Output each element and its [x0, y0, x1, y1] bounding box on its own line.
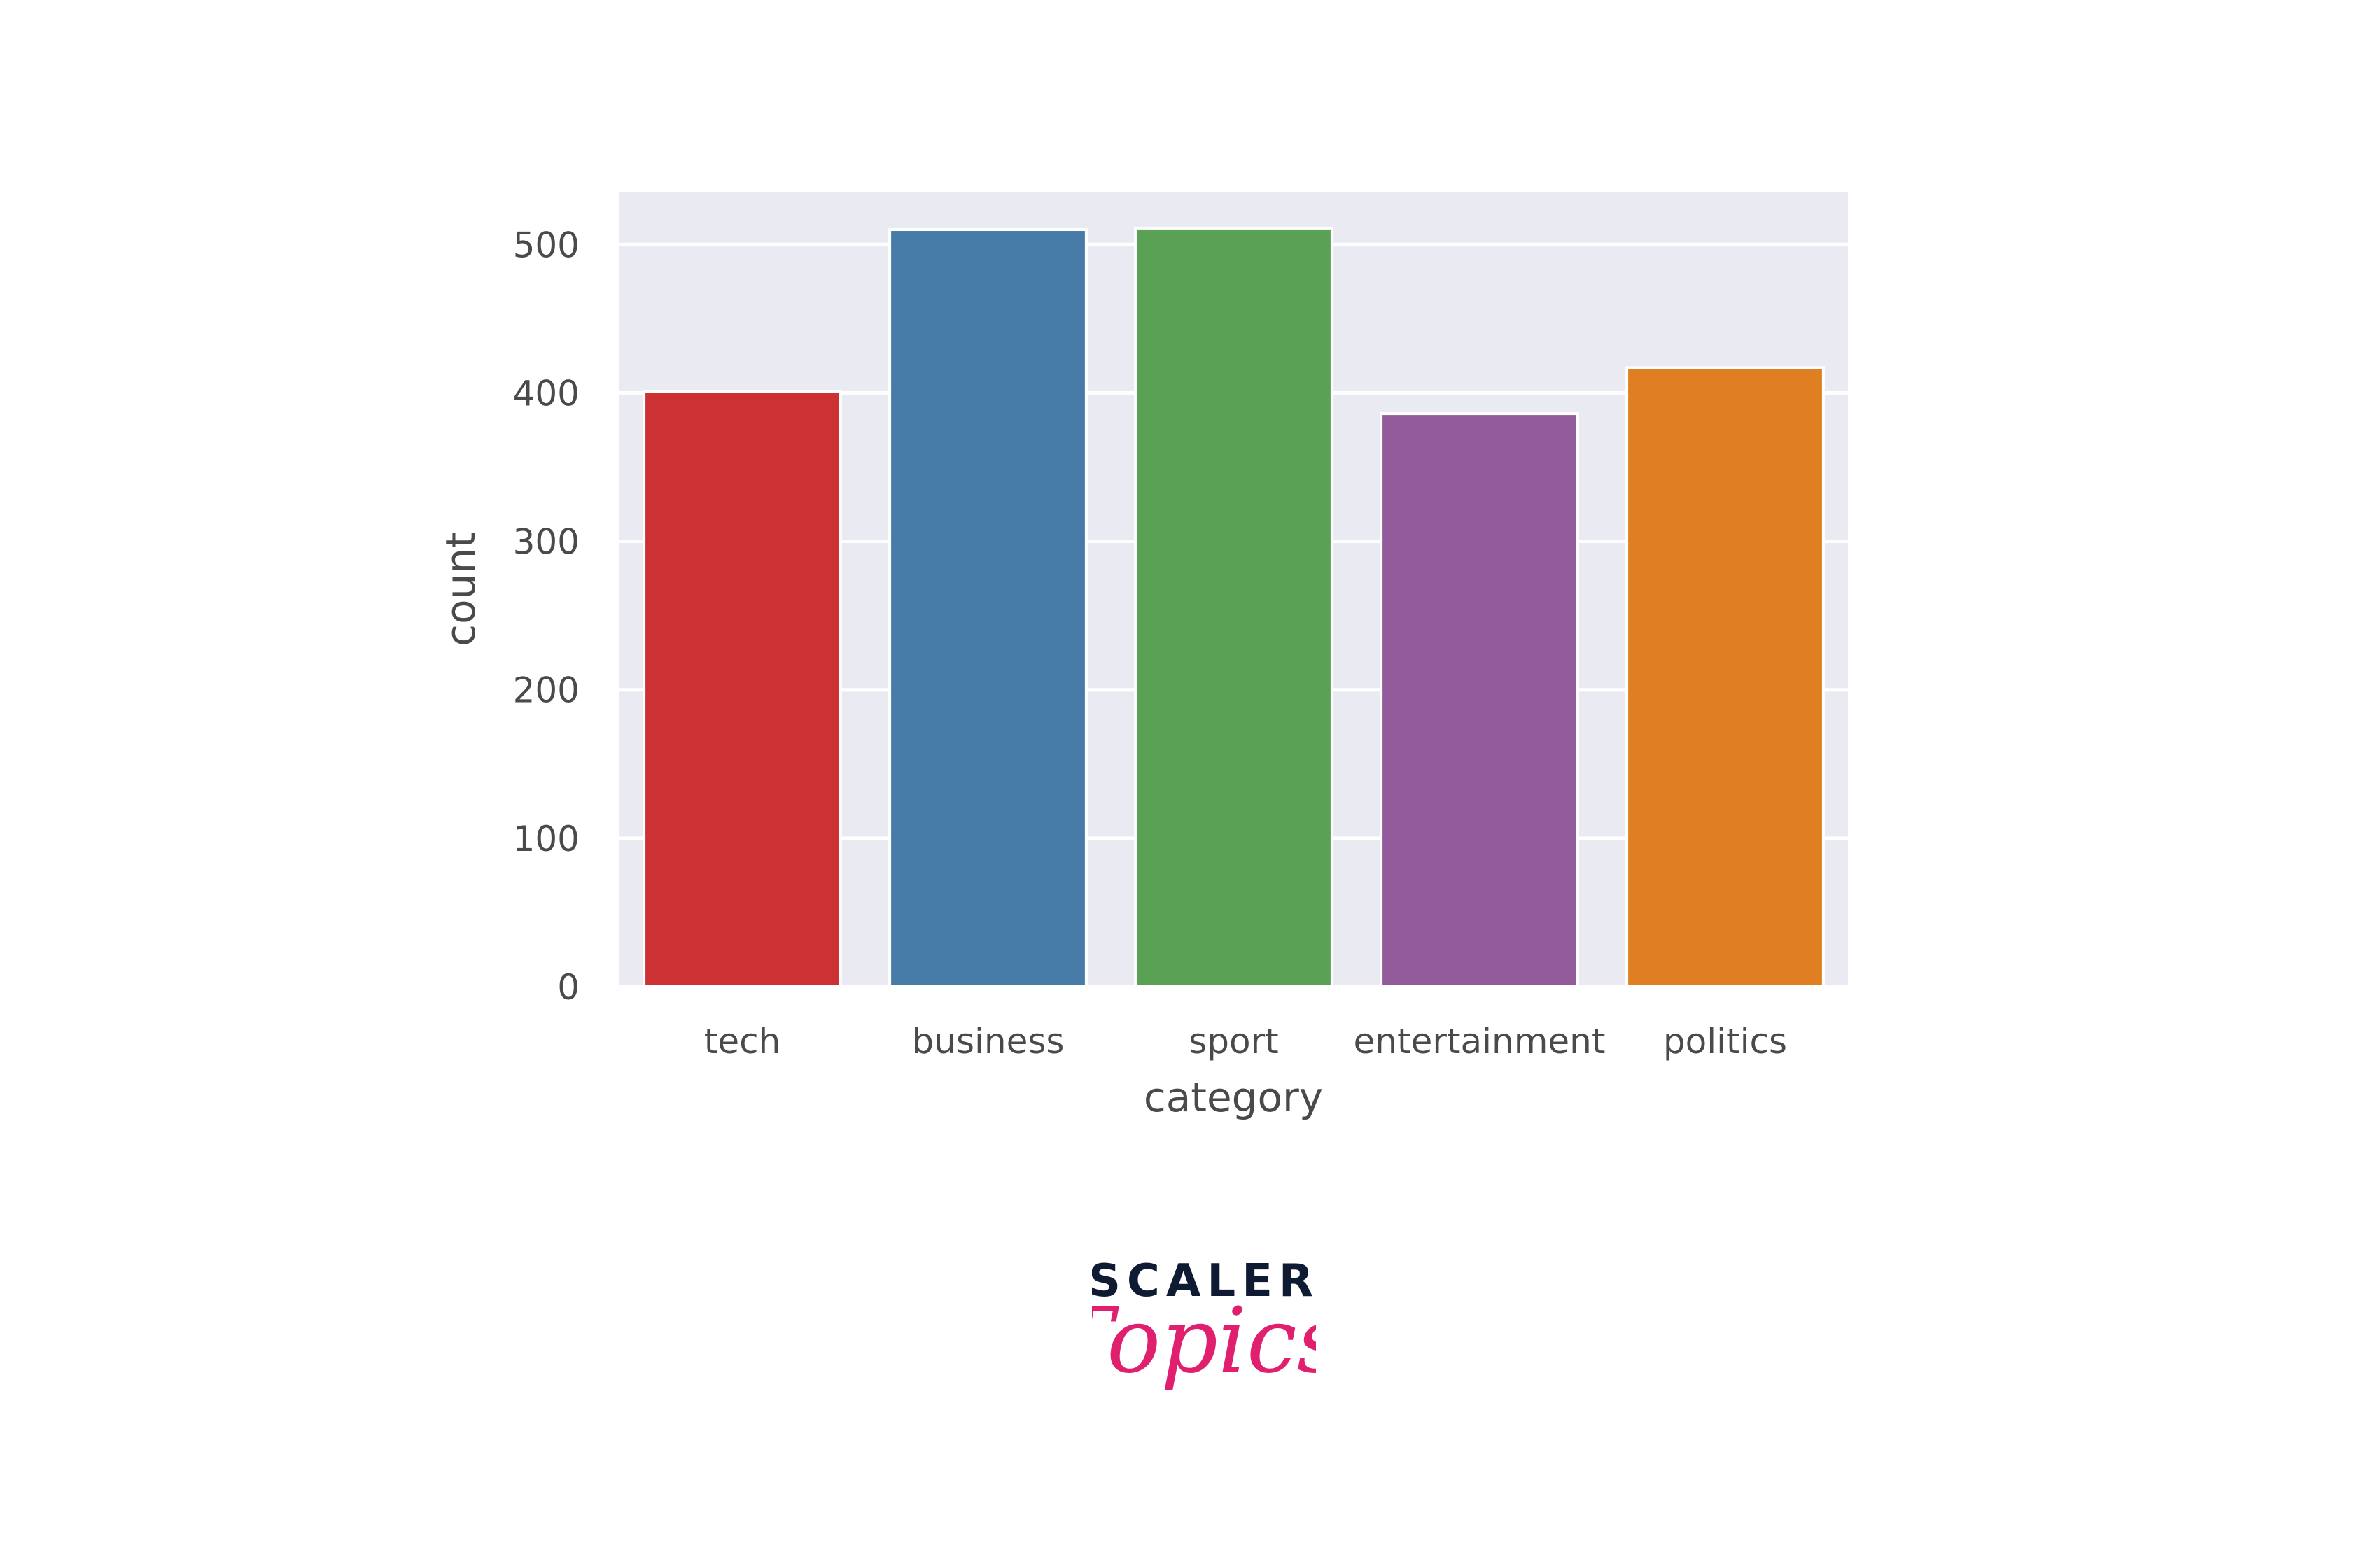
y-tick-label: 200	[513, 670, 580, 711]
bar-politics	[1625, 366, 1825, 988]
logo-scaler-text: SCALER	[1092, 1255, 1316, 1307]
x-tick-label-sport: sport	[1189, 1021, 1279, 1062]
x-tick-label-business: business	[912, 1021, 1065, 1062]
x-tick-label-entertainment: entertainment	[1354, 1021, 1606, 1062]
x-axis-label: category	[1144, 1073, 1323, 1121]
y-axis-label: count	[437, 532, 484, 647]
y-tick-label: 300	[513, 522, 580, 563]
logo-topics-text: Topics	[1092, 1289, 1316, 1393]
bar-business	[888, 228, 1088, 989]
y-tick-label: 0	[557, 967, 580, 1008]
x-tick-label-tech: tech	[704, 1021, 781, 1062]
x-tick-labels: tech business sport entertainment politics	[704, 1021, 1787, 1062]
bar-sport	[1134, 226, 1334, 988]
x-tick-label-politics: politics	[1663, 1021, 1787, 1062]
bar-tech	[643, 390, 842, 988]
y-tick-label: 400	[513, 373, 580, 414]
scaler-topics-logo: SCALER Topics	[1092, 1255, 1316, 1393]
y-tick-label: 100	[513, 819, 580, 859]
bars	[643, 226, 1825, 989]
y-tick-label: 500	[513, 225, 580, 265]
bar-entertainment	[1380, 412, 1579, 988]
y-tick-labels: 0 100 200 300 400 500	[513, 225, 580, 1008]
